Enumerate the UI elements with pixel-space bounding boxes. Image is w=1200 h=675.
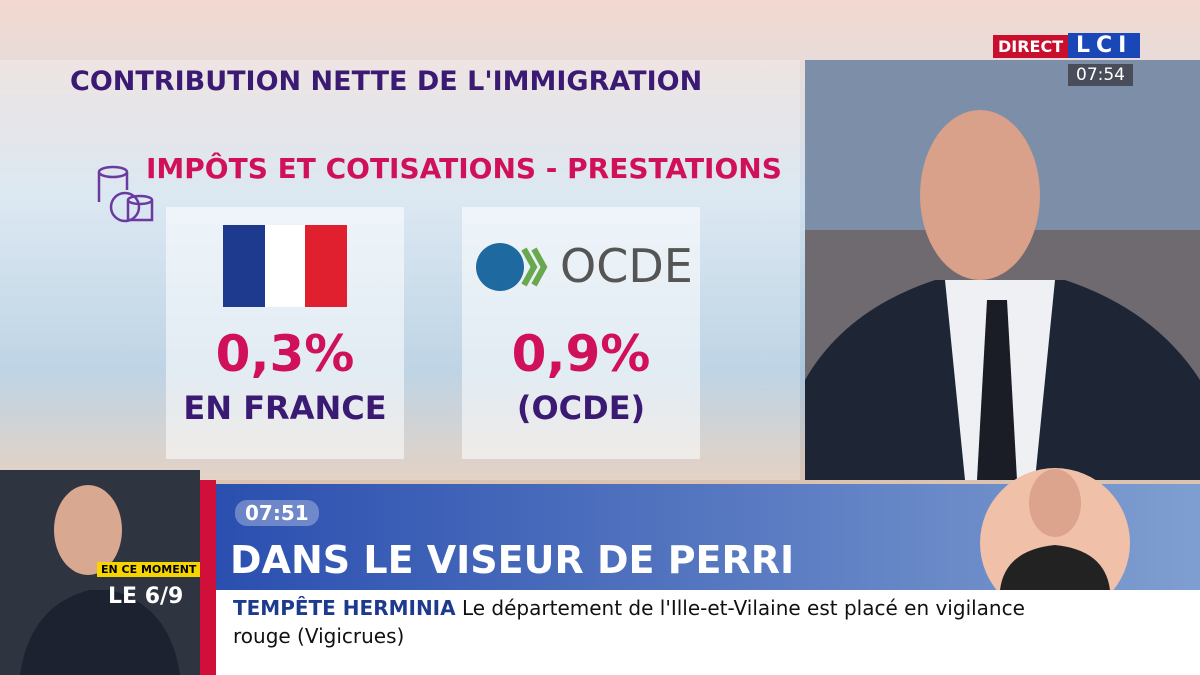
ticker-headline: TEMPÊTE HERMINIA [233, 596, 456, 620]
ticker [216, 590, 1200, 675]
card-label: EN FRANCE [183, 389, 387, 427]
infographic-title: CONTRIBUTION NETTE DE L'IMMIGRATION [70, 66, 703, 97]
studio-video [805, 60, 1200, 480]
card: 0,3% EN FRANCE [166, 207, 404, 459]
ocde-logo-mark [476, 243, 548, 291]
card: OCDE 0,9% (OCDE) [462, 207, 700, 459]
ticker-text: Le département de l'Ille-et-Vilaine est … [233, 596, 1025, 648]
guest-photo [980, 468, 1130, 590]
segment-time: 07:51 [235, 500, 319, 526]
now-tag: EN CE MOMENT [97, 562, 201, 577]
france-flag [223, 225, 347, 307]
card-value: 0,9% [511, 325, 651, 383]
now-show: LE 6/9 [108, 584, 184, 609]
infographic-subtitle: IMPÔTS ET COTISATIONS - PRESTATIONS [146, 152, 782, 185]
ticker-body: TEMPÊTE HERMINIA Le département de l'Ill… [233, 594, 1083, 650]
card-value: 0,3% [215, 325, 355, 383]
accent-bar [200, 480, 216, 675]
ocde-logo-text: OCDE [560, 239, 693, 293]
clock: 07:54 [1068, 64, 1133, 86]
segment-title: DANS LE VISEUR DE PERRI [230, 538, 795, 582]
coins-icon [97, 165, 154, 223]
channel-logo: LCI [1068, 33, 1141, 58]
live-badge: DIRECT [993, 35, 1069, 58]
card-label: (OCDE) [516, 389, 646, 427]
